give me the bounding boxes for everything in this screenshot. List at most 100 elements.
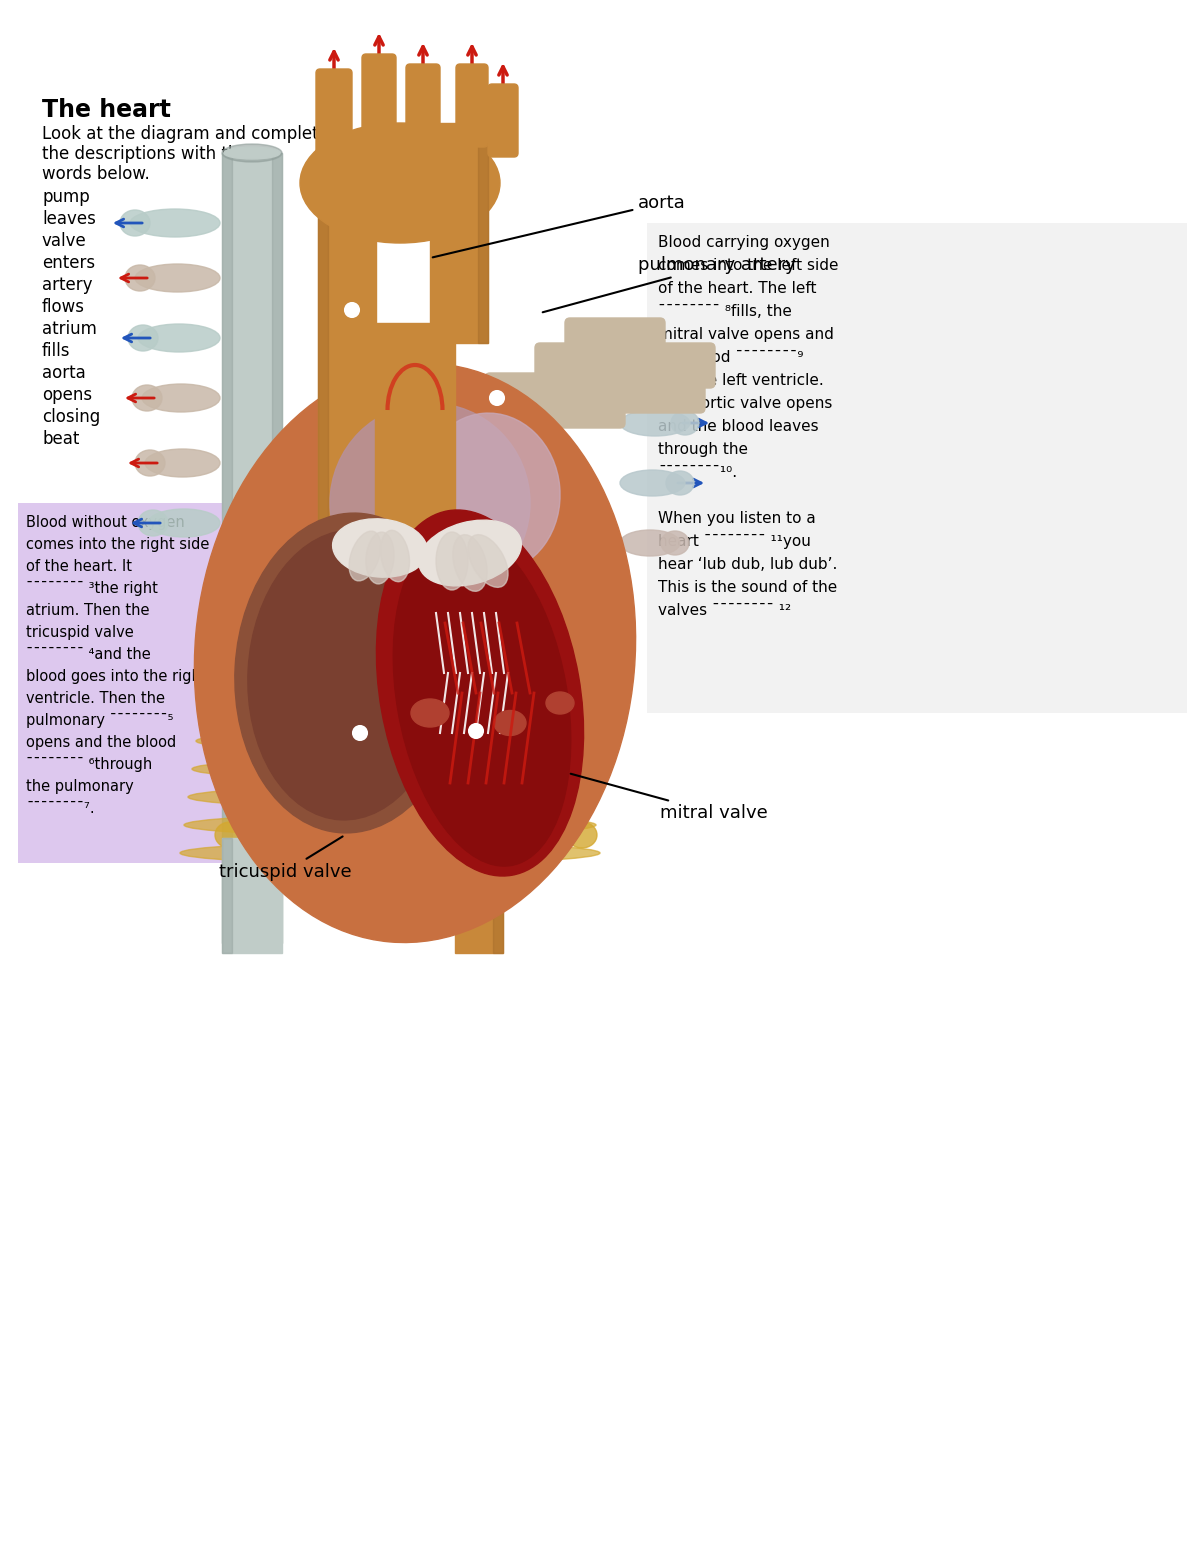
Bar bbox=[374, 323, 455, 613]
Ellipse shape bbox=[366, 533, 394, 584]
Circle shape bbox=[469, 724, 482, 738]
FancyBboxPatch shape bbox=[362, 54, 396, 162]
FancyBboxPatch shape bbox=[535, 343, 655, 393]
Ellipse shape bbox=[620, 471, 685, 495]
Bar bbox=[430, 123, 488, 343]
Ellipse shape bbox=[208, 646, 572, 668]
Ellipse shape bbox=[196, 730, 584, 752]
Ellipse shape bbox=[224, 148, 280, 158]
Text: of the heart. The left: of the heart. The left bbox=[658, 281, 816, 297]
Text: the blood ¯¯¯¯¯¯¯¯⁹: the blood ¯¯¯¯¯¯¯¯⁹ bbox=[658, 349, 804, 365]
Bar bbox=[272, 154, 282, 943]
Bar bbox=[455, 853, 503, 954]
Ellipse shape bbox=[128, 325, 158, 351]
Text: closing: closing bbox=[42, 408, 101, 426]
FancyBboxPatch shape bbox=[616, 365, 706, 413]
Bar bbox=[222, 154, 232, 943]
Ellipse shape bbox=[380, 530, 409, 582]
FancyBboxPatch shape bbox=[488, 84, 518, 157]
FancyBboxPatch shape bbox=[406, 64, 440, 168]
Ellipse shape bbox=[452, 534, 487, 592]
Ellipse shape bbox=[132, 385, 162, 412]
Ellipse shape bbox=[620, 530, 680, 556]
Text: pulmonary artery: pulmonary artery bbox=[542, 256, 796, 312]
Ellipse shape bbox=[134, 264, 220, 292]
Text: of the heart. It: of the heart. It bbox=[26, 559, 132, 575]
Ellipse shape bbox=[134, 450, 166, 477]
Ellipse shape bbox=[503, 822, 533, 848]
Text: ventricle. Then the: ventricle. Then the bbox=[26, 691, 166, 707]
Text: ¯¯¯¯¯¯¯¯⁷.: ¯¯¯¯¯¯¯¯⁷. bbox=[26, 801, 95, 815]
Ellipse shape bbox=[300, 123, 500, 242]
Ellipse shape bbox=[204, 674, 576, 696]
Text: blood goes into the right: blood goes into the right bbox=[26, 669, 206, 683]
Ellipse shape bbox=[468, 534, 508, 587]
Ellipse shape bbox=[671, 412, 698, 435]
Ellipse shape bbox=[676, 351, 704, 374]
Text: ¯¯¯¯¯¯¯¯ ⁶through: ¯¯¯¯¯¯¯¯ ⁶through bbox=[26, 756, 152, 772]
Circle shape bbox=[353, 725, 367, 739]
Text: opens: opens bbox=[42, 387, 92, 404]
Ellipse shape bbox=[546, 693, 574, 714]
Text: artery: artery bbox=[42, 276, 92, 294]
Ellipse shape bbox=[184, 814, 596, 836]
Text: aorta: aorta bbox=[42, 363, 85, 382]
Ellipse shape bbox=[138, 509, 168, 536]
Ellipse shape bbox=[194, 363, 636, 943]
Text: into the left ventricle.: into the left ventricle. bbox=[658, 373, 823, 388]
Text: Blood without oxygen: Blood without oxygen bbox=[26, 516, 185, 530]
Ellipse shape bbox=[439, 822, 469, 848]
Text: opens and the blood: opens and the blood bbox=[26, 735, 176, 750]
Text: the pulmonary: the pulmonary bbox=[26, 780, 133, 794]
Text: ¯¯¯¯¯¯¯¯ ³the right: ¯¯¯¯¯¯¯¯ ³the right bbox=[26, 581, 158, 596]
Text: This is the sound of the: This is the sound of the bbox=[658, 579, 838, 595]
Text: aorta: aorta bbox=[433, 194, 685, 258]
Ellipse shape bbox=[535, 822, 565, 848]
Text: hear ‘lub dub, lub dub’.: hear ‘lub dub, lub dub’. bbox=[658, 558, 838, 572]
Bar bbox=[18, 503, 256, 863]
Circle shape bbox=[346, 303, 359, 317]
FancyBboxPatch shape bbox=[316, 68, 352, 168]
Bar bbox=[318, 143, 376, 523]
Text: ¯¯¯¯¯¯¯¯ ⁸fills, the: ¯¯¯¯¯¯¯¯ ⁸fills, the bbox=[658, 304, 792, 318]
Text: words below.: words below. bbox=[42, 165, 150, 183]
Text: valves ¯¯¯¯¯¯¯¯ ¹²: valves ¯¯¯¯¯¯¯¯ ¹² bbox=[658, 603, 791, 618]
Ellipse shape bbox=[407, 822, 437, 848]
Bar bbox=[222, 154, 282, 943]
Bar bbox=[318, 143, 328, 523]
Text: atrium: atrium bbox=[42, 320, 97, 339]
Ellipse shape bbox=[125, 266, 155, 290]
Text: mitral valve: mitral valve bbox=[571, 773, 768, 822]
Ellipse shape bbox=[192, 758, 588, 780]
Ellipse shape bbox=[374, 822, 406, 848]
Ellipse shape bbox=[332, 519, 427, 578]
Text: mitral valve opens and: mitral valve opens and bbox=[658, 328, 834, 342]
Text: comes into the left side: comes into the left side bbox=[658, 258, 839, 273]
FancyBboxPatch shape bbox=[485, 373, 625, 429]
Text: fills: fills bbox=[42, 342, 71, 360]
Text: valve: valve bbox=[42, 231, 86, 250]
Ellipse shape bbox=[436, 533, 468, 590]
Ellipse shape bbox=[377, 509, 583, 876]
Ellipse shape bbox=[330, 402, 530, 603]
Circle shape bbox=[490, 391, 504, 405]
Text: comes into the right side: comes into the right side bbox=[26, 537, 209, 551]
Text: flows: flows bbox=[42, 298, 85, 315]
Ellipse shape bbox=[142, 384, 220, 412]
Ellipse shape bbox=[130, 210, 220, 238]
Text: heart ¯¯¯¯¯¯¯¯ ¹¹you: heart ¯¯¯¯¯¯¯¯ ¹¹you bbox=[658, 534, 811, 550]
Text: leaves: leaves bbox=[42, 210, 96, 228]
Ellipse shape bbox=[410, 699, 449, 727]
FancyBboxPatch shape bbox=[565, 318, 665, 363]
Text: pump: pump bbox=[42, 188, 90, 207]
Text: ¯¯¯¯¯¯¯¯ ⁴and the: ¯¯¯¯¯¯¯¯ ⁴and the bbox=[26, 648, 151, 662]
Ellipse shape bbox=[180, 842, 600, 863]
Ellipse shape bbox=[470, 822, 502, 848]
Text: When you listen to a: When you listen to a bbox=[658, 511, 816, 526]
Text: beat: beat bbox=[42, 430, 79, 447]
Text: the descriptions with the: the descriptions with the bbox=[42, 144, 248, 163]
Ellipse shape bbox=[494, 711, 526, 736]
Text: through the: through the bbox=[658, 443, 748, 457]
Text: atrium. Then the: atrium. Then the bbox=[26, 603, 150, 618]
Ellipse shape bbox=[666, 471, 694, 495]
